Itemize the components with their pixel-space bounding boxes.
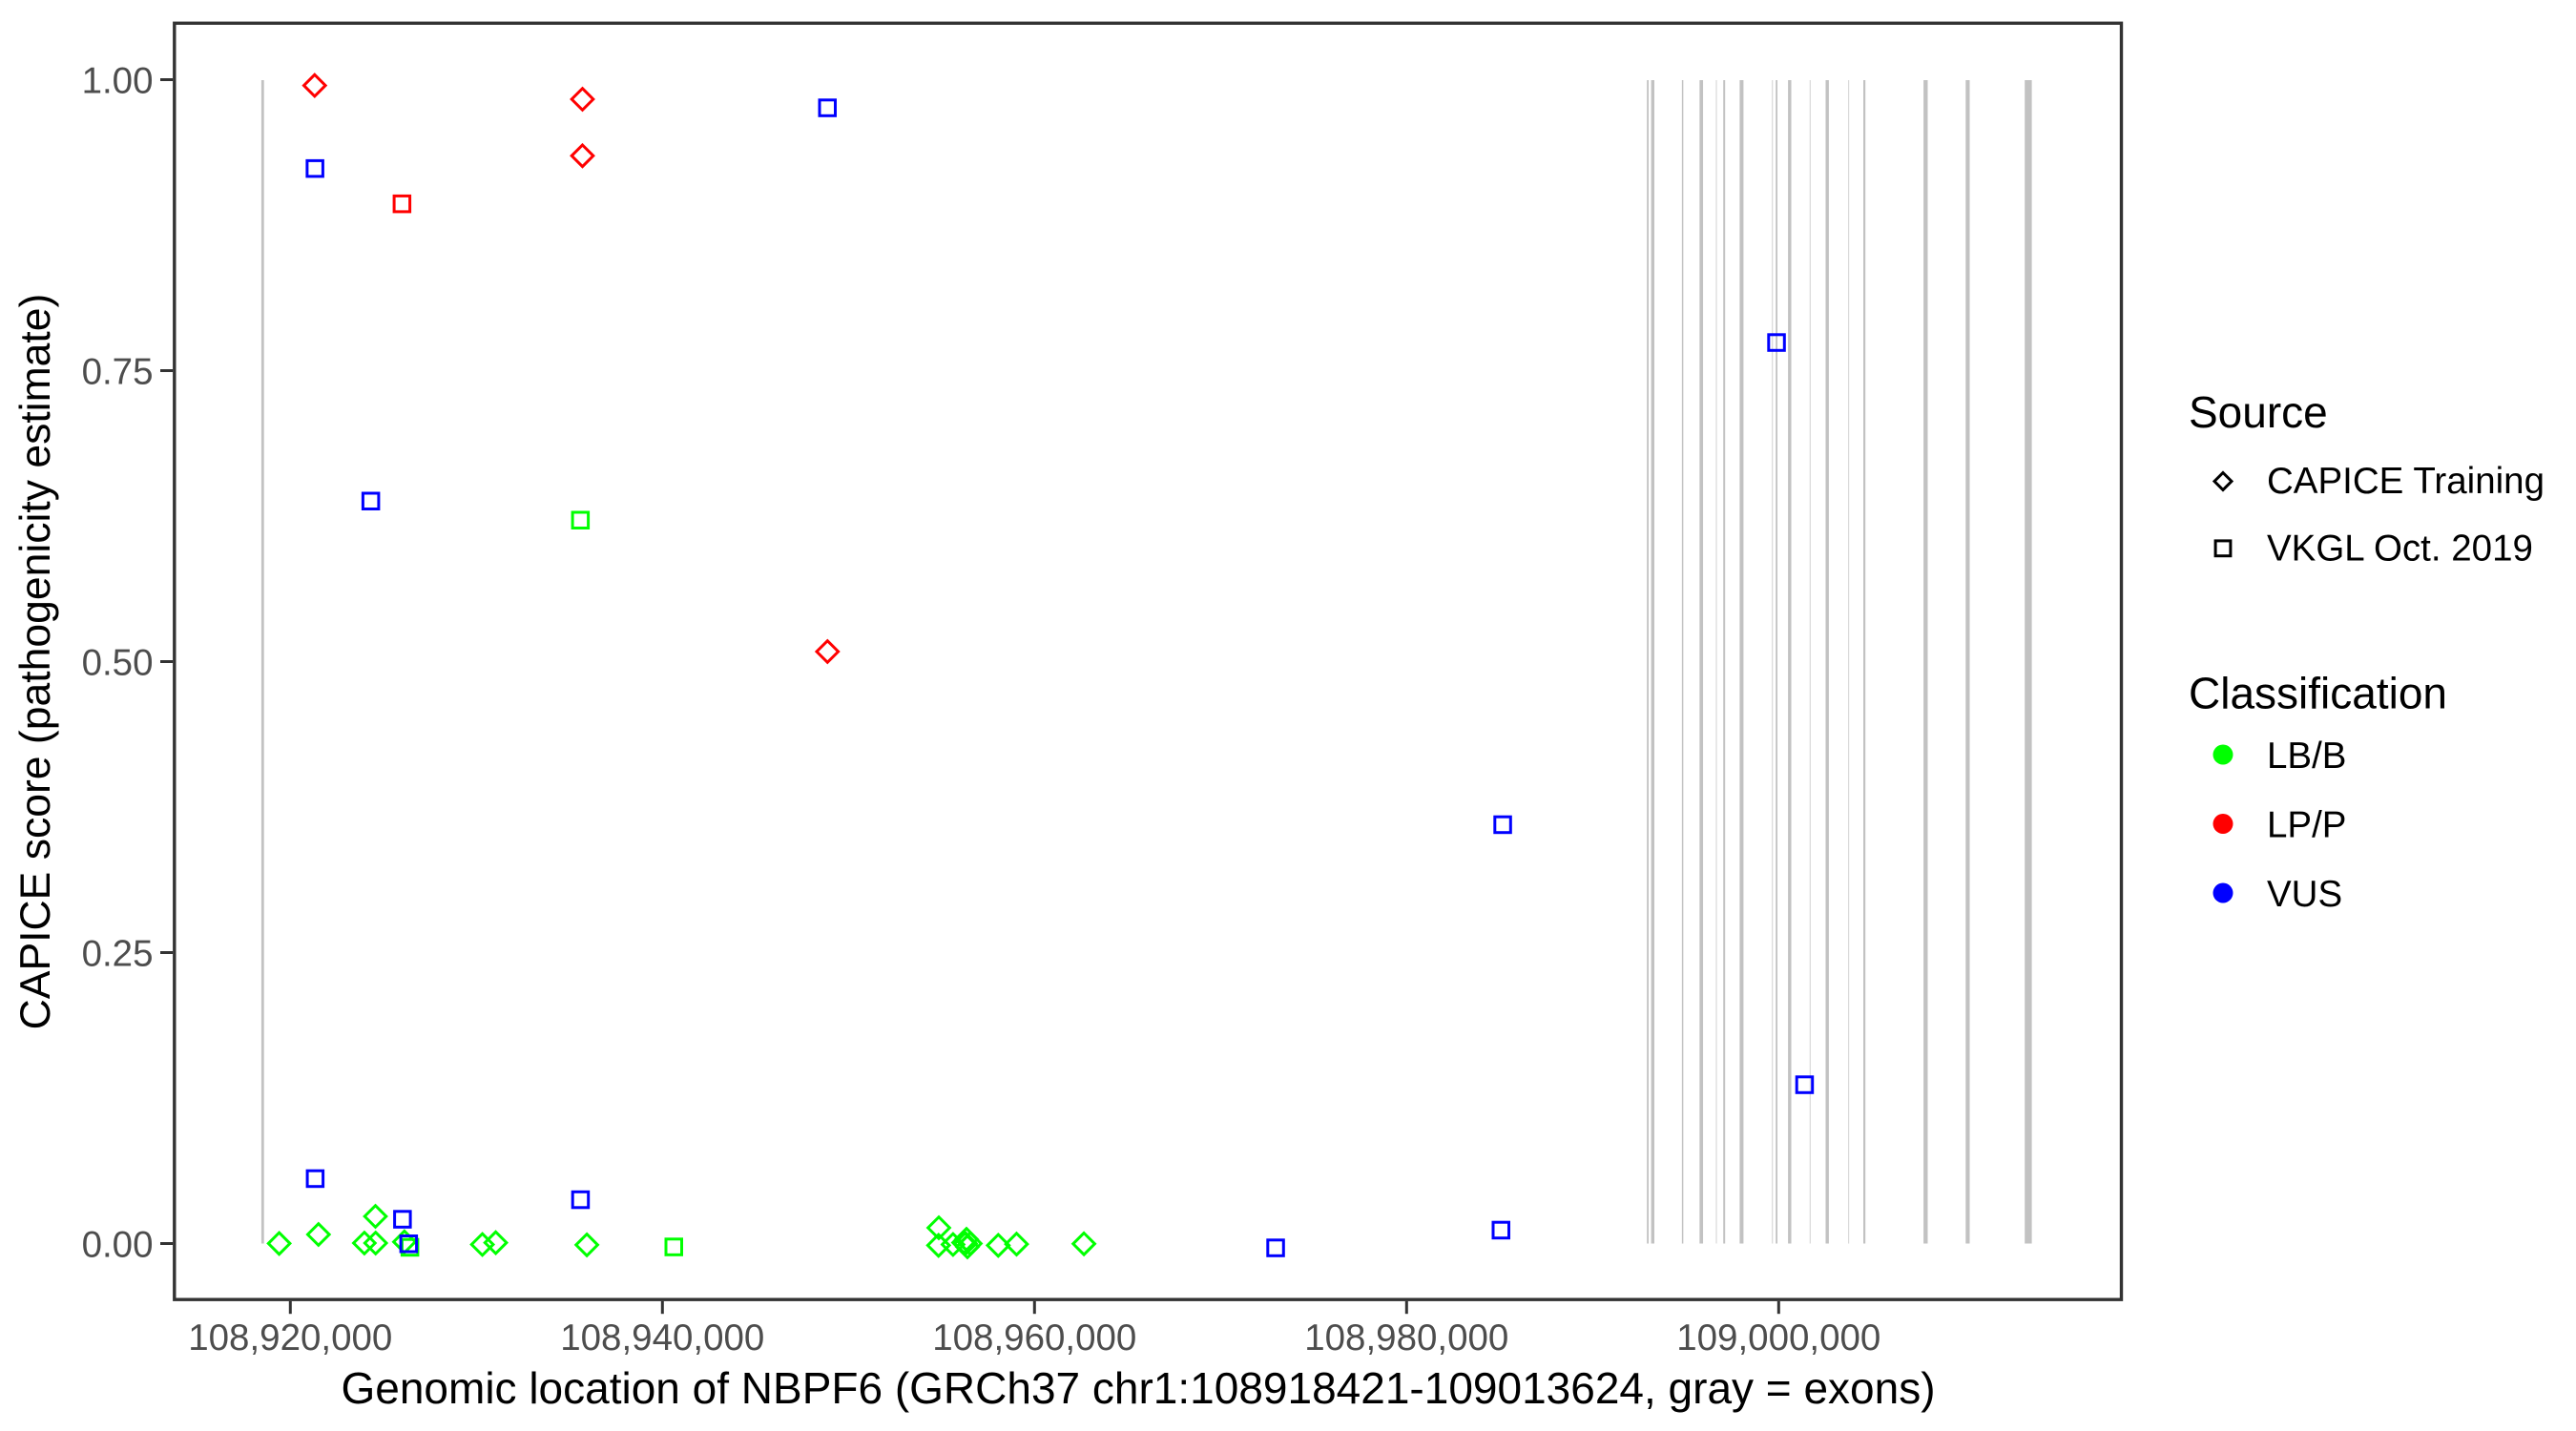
svg-text:LP/P: LP/P xyxy=(2267,805,2346,846)
svg-text:0.50: 0.50 xyxy=(82,643,154,684)
svg-text:1.00: 1.00 xyxy=(82,61,154,102)
svg-text:109,000,000: 109,000,000 xyxy=(1676,1317,1880,1358)
svg-text:VKGL Oct. 2019: VKGL Oct. 2019 xyxy=(2267,529,2533,570)
svg-text:108,980,000: 108,980,000 xyxy=(1304,1317,1508,1358)
svg-text:108,960,000: 108,960,000 xyxy=(932,1317,1136,1358)
svg-text:0.00: 0.00 xyxy=(82,1225,154,1266)
svg-text:CAPICE score (pathogenicity es: CAPICE score (pathogenicity estimate) xyxy=(12,294,59,1030)
svg-text:VUS: VUS xyxy=(2267,874,2342,915)
svg-text:LB/B: LB/B xyxy=(2267,736,2346,777)
svg-text:108,920,000: 108,920,000 xyxy=(188,1317,392,1358)
svg-text:108,940,000: 108,940,000 xyxy=(560,1317,764,1358)
svg-text:0.25: 0.25 xyxy=(82,934,154,975)
svg-text:Genomic location of NBPF6 (GRC: Genomic location of NBPF6 (GRCh37 chr1:1… xyxy=(341,1363,1935,1413)
svg-text:0.75: 0.75 xyxy=(82,352,154,393)
svg-text:Source: Source xyxy=(2189,387,2328,437)
svg-text:Classification: Classification xyxy=(2189,669,2447,718)
svg-text:CAPICE Training: CAPICE Training xyxy=(2267,461,2545,502)
